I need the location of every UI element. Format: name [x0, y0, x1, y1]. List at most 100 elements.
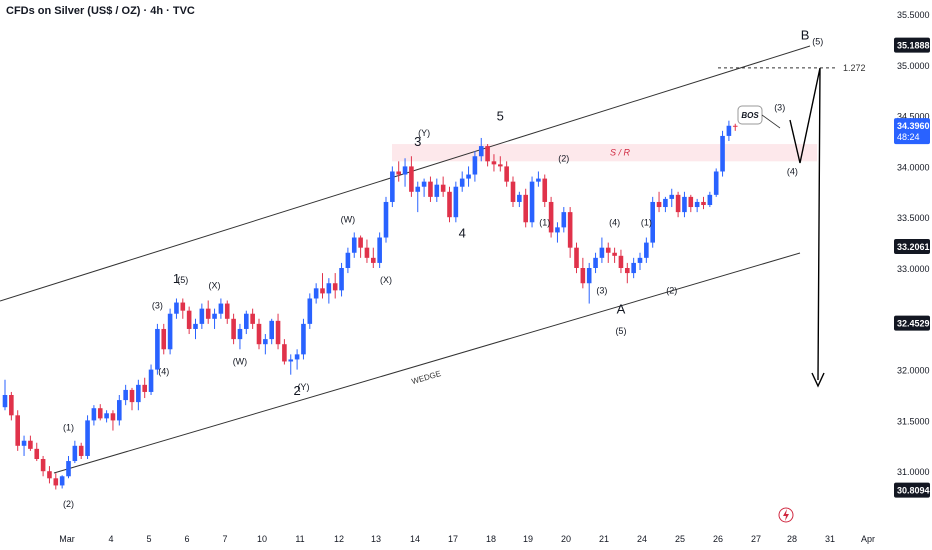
wave-label: (5)	[177, 275, 188, 285]
x-tick-label: 25	[675, 534, 685, 544]
candle-body	[726, 125, 732, 136]
candle-body	[409, 166, 414, 192]
candle	[136, 379, 141, 411]
current-price-badge	[894, 118, 930, 145]
x-tick-label: 6	[184, 534, 189, 544]
candle	[491, 154, 497, 172]
wave-label: (2)	[666, 285, 677, 295]
x-tick-label: 28	[787, 534, 797, 544]
candle	[282, 339, 287, 365]
candle-body	[650, 201, 655, 243]
candle	[269, 318, 274, 345]
trendline-layer: WEDGE 1.272	[0, 45, 866, 474]
candle	[123, 384, 128, 406]
candle	[167, 308, 173, 355]
candle-body	[21, 440, 27, 446]
candle	[567, 207, 573, 258]
x-tick-label: Apr	[861, 534, 875, 544]
y-tick-label: 35.0000	[897, 61, 930, 71]
wave-label: 1	[173, 271, 180, 286]
y-tick-label: 35.5000	[897, 10, 930, 20]
price-badge-label: 32.4529	[897, 319, 930, 329]
candle	[364, 239, 370, 263]
candle	[409, 156, 414, 197]
candle-body	[586, 268, 592, 284]
candle-body	[631, 262, 636, 274]
candle-body	[47, 471, 52, 479]
y-tick-label: 31.5000	[897, 416, 930, 426]
candle-body	[688, 196, 694, 208]
candle-body	[186, 310, 192, 329]
candle	[510, 176, 516, 208]
candle-body	[510, 181, 516, 202]
candle	[656, 191, 662, 213]
candle	[605, 242, 611, 263]
wave-label: (3)	[774, 103, 785, 113]
candle-body	[656, 201, 662, 208]
candle-body	[472, 156, 478, 175]
candle	[199, 303, 205, 329]
candle-body	[345, 252, 351, 268]
candle	[351, 232, 357, 258]
candle	[180, 298, 186, 319]
candle	[529, 176, 535, 228]
wave-label: (W)	[341, 214, 356, 224]
candle	[523, 188, 528, 228]
x-tick-label: 18	[486, 534, 496, 544]
candle-body	[644, 242, 649, 258]
candle-body	[732, 125, 738, 127]
candle-body	[371, 257, 376, 263]
candle	[593, 252, 598, 274]
wave-label: 5	[497, 109, 504, 124]
candle-body	[256, 323, 262, 345]
candle	[396, 161, 401, 182]
wave-label: (4)	[787, 167, 798, 177]
candle	[504, 161, 509, 187]
candle	[694, 198, 700, 213]
candle	[66, 455, 71, 479]
candle-body	[193, 323, 198, 329]
candle	[644, 237, 649, 263]
candle-body	[155, 328, 160, 370]
wave-label: A	[617, 302, 626, 317]
candle-body	[66, 461, 71, 477]
candle	[288, 354, 294, 375]
candle	[561, 207, 567, 233]
sr-label: S / R	[610, 148, 631, 158]
annotation-layer: BOS(1)(2)(3)(4)1(5)(X)(W)2(Y)(W)(X)3(Y)4…	[63, 27, 823, 508]
candle	[688, 194, 694, 213]
candle	[307, 293, 313, 329]
candle	[732, 123, 738, 131]
candle	[371, 247, 376, 268]
candle-body	[713, 171, 719, 195]
candle-body	[282, 344, 287, 362]
candle	[237, 323, 243, 350]
current-price-label: 34.3960	[897, 121, 930, 131]
candle-body	[548, 201, 554, 233]
candle	[421, 178, 427, 197]
wave-label: (4)	[158, 367, 169, 377]
candle	[28, 435, 33, 451]
candle-body	[402, 166, 408, 175]
candle	[466, 166, 471, 187]
candle-body	[707, 194, 713, 206]
candle	[542, 174, 548, 208]
candle-body	[447, 191, 452, 218]
x-tick-label: 4	[108, 534, 113, 544]
candle	[383, 196, 389, 243]
x-tick-label: 10	[257, 534, 267, 544]
candle	[580, 257, 586, 289]
wave-label: (3)	[596, 285, 607, 295]
price-badge	[894, 37, 930, 53]
x-tick-label: 14	[410, 534, 420, 544]
candle-body	[15, 415, 20, 446]
candle-body	[383, 201, 389, 238]
sr-zone-layer: S / R	[392, 144, 817, 162]
candle	[447, 186, 452, 223]
bos-label: BOS	[741, 111, 759, 120]
candle-body	[320, 288, 325, 294]
candle	[155, 323, 160, 375]
candle-body	[339, 268, 344, 291]
candle-body	[625, 268, 630, 274]
